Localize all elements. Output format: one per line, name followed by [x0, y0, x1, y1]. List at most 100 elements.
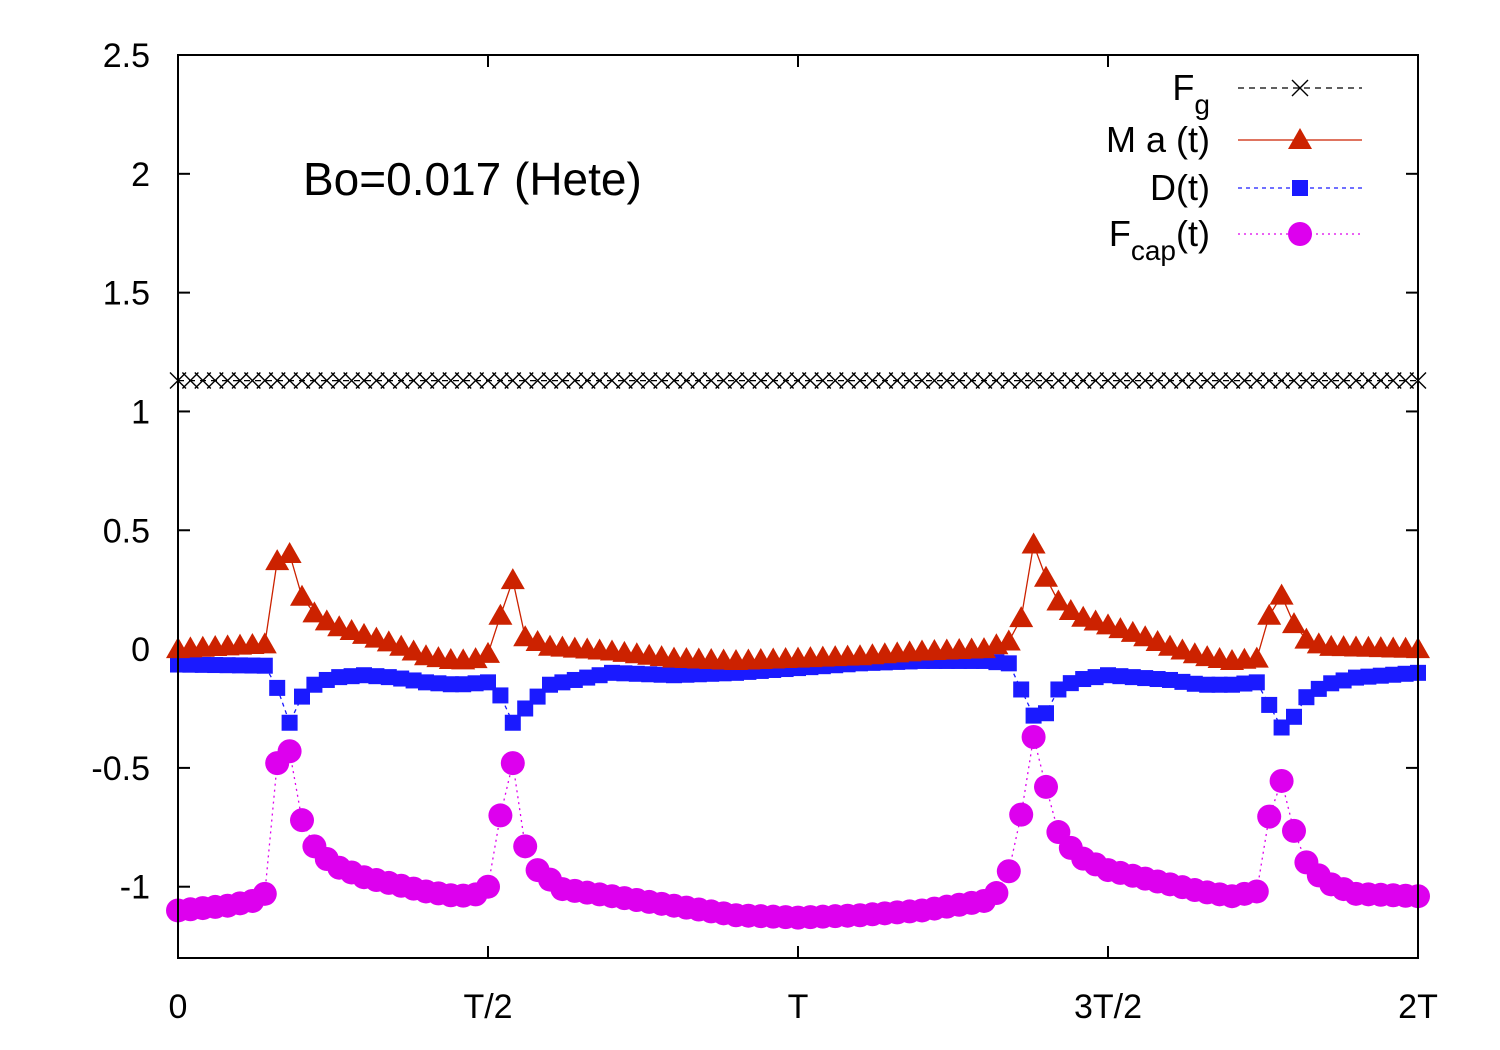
data-point	[814, 372, 832, 390]
y-tick-label: 0.5	[103, 512, 150, 550]
data-point	[206, 372, 224, 390]
data-point	[1087, 372, 1105, 390]
data-point	[603, 372, 621, 390]
data-point	[1273, 372, 1291, 390]
data-point	[1049, 372, 1067, 390]
y-tick-label: 2.5	[103, 37, 150, 75]
data-point	[343, 372, 361, 390]
data-point	[888, 372, 906, 390]
data-point	[207, 657, 224, 674]
x-tick-label: 3T/2	[1074, 988, 1142, 1026]
series-fg	[169, 372, 1427, 390]
data-point	[678, 666, 695, 683]
data-point	[1012, 372, 1030, 390]
data-point	[777, 372, 795, 390]
data-point	[181, 372, 199, 390]
data-point	[702, 372, 720, 390]
data-point	[430, 675, 447, 692]
data-point	[1137, 670, 1154, 687]
data-point	[542, 676, 558, 693]
data-point	[492, 687, 509, 704]
data-point	[739, 372, 757, 390]
data-point	[1323, 675, 1340, 692]
data-point	[615, 372, 633, 390]
data-point	[1173, 372, 1191, 390]
data-point	[513, 625, 538, 647]
data-point	[988, 654, 1005, 671]
y-tick-label: 2	[131, 156, 150, 194]
data-point	[256, 372, 274, 390]
data-point	[182, 656, 199, 673]
legend-label: D(t)	[1150, 167, 1210, 208]
data-point	[442, 372, 460, 390]
data-point	[901, 372, 919, 390]
data-point	[1397, 665, 1414, 682]
data-point	[243, 372, 261, 390]
data-point	[604, 664, 620, 681]
data-point	[1310, 372, 1328, 390]
data-point	[1034, 774, 1058, 799]
data-point	[277, 739, 302, 764]
y-tick-label: 1.5	[103, 275, 150, 313]
data-point	[1050, 681, 1067, 698]
data-point	[1087, 669, 1104, 686]
data-point	[579, 669, 596, 686]
data-point	[1335, 672, 1352, 689]
data-point	[1038, 705, 1054, 722]
data-point	[1211, 372, 1229, 390]
data-point	[677, 372, 695, 390]
data-point	[401, 639, 426, 661]
legend-label-sub: cap	[1131, 235, 1176, 266]
data-point	[281, 372, 299, 390]
y-tick-label: -1	[120, 869, 150, 907]
data-point	[1236, 675, 1253, 692]
data-point	[491, 372, 509, 390]
data-point	[1260, 372, 1278, 390]
data-point	[1124, 669, 1141, 686]
data-point	[389, 634, 414, 656]
data-point	[517, 700, 534, 717]
data-point	[1282, 612, 1306, 634]
data-point	[789, 372, 807, 390]
data-point	[876, 372, 894, 390]
data-point	[1198, 372, 1216, 390]
data-point	[1009, 802, 1034, 827]
data-point	[355, 372, 373, 390]
data-point	[1384, 372, 1402, 390]
data-point	[305, 372, 323, 390]
legend-label-main: D(t)	[1150, 167, 1210, 208]
data-point	[566, 372, 584, 390]
data-point	[653, 372, 671, 390]
data-point	[306, 676, 323, 693]
data-point	[392, 372, 410, 390]
data-point	[1186, 675, 1203, 692]
data-point	[516, 372, 534, 390]
data-point	[1248, 372, 1266, 390]
data-point	[839, 372, 857, 390]
legend-label-tail: (t)	[1176, 213, 1210, 254]
data-point	[244, 657, 261, 674]
data-point	[1224, 676, 1240, 693]
data-point	[268, 372, 286, 390]
data-point	[513, 834, 538, 859]
data-point	[1244, 879, 1269, 904]
legend-label-main: F	[1109, 213, 1131, 254]
data-point	[1322, 372, 1340, 390]
data-point	[1062, 372, 1080, 390]
data-point	[1034, 565, 1058, 587]
legend-label-sub: g	[1194, 89, 1210, 120]
data-point	[1013, 681, 1030, 698]
plot-frame	[177, 54, 1419, 959]
data-point	[1285, 372, 1303, 390]
data-point	[194, 372, 212, 390]
data-point	[293, 372, 311, 390]
data-point	[996, 859, 1021, 884]
data-point	[330, 372, 348, 390]
data-point	[463, 647, 488, 669]
data-point	[984, 881, 1009, 906]
legend-marker	[1288, 222, 1312, 246]
data-point	[232, 657, 248, 674]
data-point	[752, 372, 770, 390]
x-tick-label: T	[788, 988, 809, 1026]
data-point	[454, 372, 472, 390]
